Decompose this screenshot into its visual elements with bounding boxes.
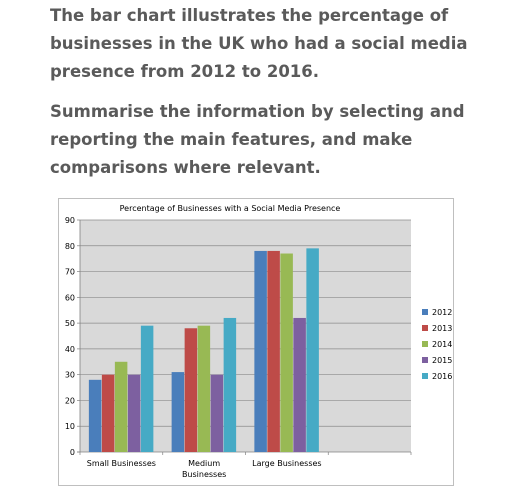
bar (184, 328, 198, 452)
legend-swatch (422, 357, 428, 363)
bar (254, 250, 267, 452)
legend-label: 2012 (432, 308, 452, 317)
legend-swatch (422, 341, 428, 347)
bar (210, 374, 224, 452)
legend-swatch (422, 325, 428, 331)
bar (114, 361, 128, 452)
x-tick-label: Businesses (182, 470, 226, 479)
legend-label: 2013 (432, 324, 452, 333)
bar (223, 317, 237, 452)
y-tick-label: 80 (65, 242, 75, 251)
y-tick-label: 90 (65, 216, 75, 225)
task-instruction: Summarise the information by selecting a… (50, 102, 465, 177)
legend-swatch (422, 373, 428, 379)
legend-label: 2016 (432, 372, 452, 381)
y-tick-label: 20 (65, 396, 75, 405)
bar (88, 379, 102, 452)
chart-title: Percentage of Businesses with a Social M… (120, 204, 341, 213)
bar (197, 325, 211, 452)
legend-label: 2015 (432, 356, 452, 365)
y-tick-label: 0 (70, 448, 75, 457)
x-tick-label: Large Businesses (252, 459, 321, 468)
y-tick-label: 70 (65, 268, 75, 277)
bar (127, 374, 141, 452)
legend-swatch (422, 309, 428, 315)
legend-label: 2014 (432, 340, 452, 349)
y-tick-label: 50 (65, 319, 75, 328)
y-tick-label: 60 (65, 293, 75, 302)
bar (293, 317, 306, 452)
task-description: The bar chart illustrates the percentage… (50, 6, 468, 81)
bar-chart: Percentage of Businesses with a Social M… (65, 204, 453, 479)
bar (171, 372, 185, 452)
x-tick-label: Medium (188, 459, 220, 468)
chart-container: Percentage of Businesses with a Social M… (58, 198, 454, 486)
y-tick-label: 40 (65, 345, 75, 354)
y-tick-label: 10 (65, 422, 75, 431)
legend: 2012 2013 2014 2015 2016 (422, 308, 452, 381)
y-tick-label: 30 (65, 371, 75, 380)
bar (280, 253, 293, 452)
bar (306, 248, 319, 452)
bar (267, 250, 280, 452)
x-tick-label: Small Businesses (87, 459, 156, 468)
plot-area: 0 10 20 30 40 50 60 70 80 90 Small Businesses Mediu… (65, 216, 412, 479)
bar (101, 374, 115, 452)
bar (140, 325, 154, 452)
